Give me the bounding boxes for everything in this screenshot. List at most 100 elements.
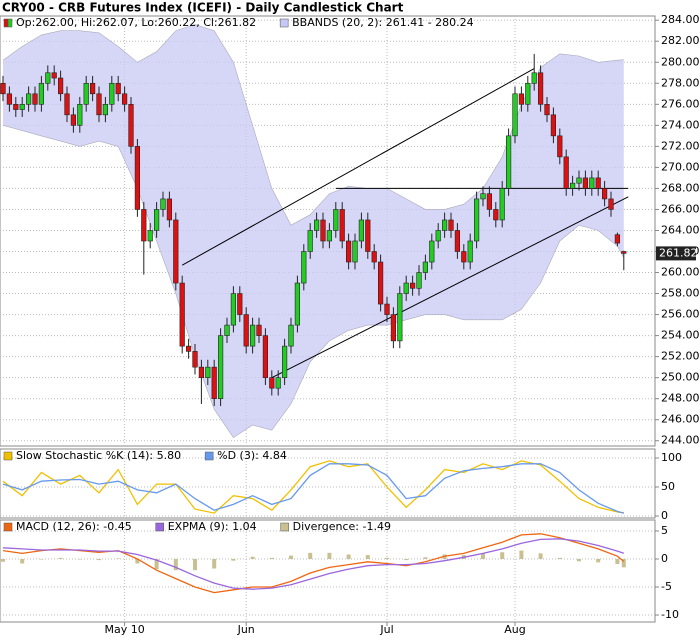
divergence-bar [615,558,620,565]
legend-label: MACD (12, 26): -0.45 [16,520,132,533]
candle-body [275,377,281,389]
candle-body [141,209,147,242]
candle-body [218,335,224,399]
candle-body [467,240,473,263]
y-tick-label: 256.00 [661,308,700,321]
candle-body [441,219,448,231]
candle-body [499,188,505,221]
candle-body [384,303,390,315]
candle-body [326,230,333,242]
candle-body [77,104,83,126]
candle-body [397,293,403,342]
divergence-bar [327,552,332,559]
y-tick-label: 270.00 [661,160,700,173]
candle-body [57,77,64,95]
candle-body [313,219,320,231]
legend-swatch [280,522,289,532]
candle-body [461,251,467,263]
candle-body [454,230,461,252]
y-tick-label: 246.00 [661,413,700,426]
candle-body [90,82,96,95]
candle-body [269,377,275,389]
candle-body [166,198,173,221]
divergence-bar [308,552,313,559]
candle-body [128,104,134,147]
panel [0,448,656,519]
divergence-bar [596,558,601,563]
candle-body [70,114,76,126]
panel [0,519,656,623]
legend-label: Slow Stochastic %K (14): 5.80 [16,449,181,462]
y-tick-label: 264.00 [661,223,700,236]
candle-body [505,135,512,189]
candle-body [224,324,230,336]
candle-body [333,209,339,231]
candle-body [435,230,441,242]
candle-body [115,82,121,95]
candle-body [6,93,12,105]
candle-body [557,135,563,158]
candle-body [358,219,365,242]
y-tick-label: 5 [661,524,668,537]
candle-body [531,72,537,84]
divergence-bar [557,557,562,559]
candle-body [486,193,493,210]
candle-body [134,146,141,210]
candle-body [512,93,518,137]
candle-body [595,177,601,189]
candle-body [51,72,57,79]
y-tick-label: 100 [661,451,682,464]
candle-body [422,261,429,273]
candle-body [390,314,397,342]
last-price-label: 261.82 [659,246,698,259]
divergence-bar [481,553,485,559]
bband-area [3,24,624,438]
divergence-bar [39,558,44,560]
legend-swatch [3,522,13,532]
divergence-bar [193,558,197,571]
divergence-bar [423,557,428,559]
candle-body [377,261,384,305]
y-tick-label: 244.00 [661,434,700,447]
divergence-bar [404,558,409,561]
divergence-bar [173,558,178,571]
legend-swatch [3,18,9,28]
x-tick-label: Jun [237,623,255,636]
y-tick-label: -10 [661,608,679,621]
y-tick-label: 0 [661,509,668,522]
legend-label: Op:262.00, Hi:262.07, Lo:260.22, Cl:261.… [16,16,256,29]
candle-body [211,366,217,399]
candle-body [237,293,243,315]
y-tick-label: 252.00 [661,350,700,363]
x-tick-label: Jul [379,623,393,636]
candle-body [109,82,115,105]
candle-body [64,93,70,116]
legend-label: %D (3): 4.84 [217,449,287,462]
candle-body [569,182,576,189]
divergence-bar [538,553,543,559]
divergence-bar [135,558,140,564]
candle-body [416,272,422,289]
candle-body [563,156,569,189]
legend-swatch [279,18,289,28]
divergence-bar [500,552,505,559]
divergence-bar [212,558,217,569]
candle-body [32,93,38,105]
indicator-line [2,538,625,590]
candle-body [45,72,51,84]
divergence-bar [58,557,63,559]
candle-body [601,188,608,200]
candle-body [403,282,409,294]
candle-body [537,72,544,105]
indicator-line [2,460,624,514]
candle-body [154,209,160,231]
divergence-bar [519,550,524,559]
candle-body [147,230,153,242]
divergence-bar [231,558,236,561]
legend-swatch [155,522,164,532]
indicator-line [2,463,624,514]
candle-body [320,219,326,242]
chart-title: CRY00 - CRB Futures Index (ICEFI) - Dail… [2,1,404,15]
last-price-box [656,246,696,261]
